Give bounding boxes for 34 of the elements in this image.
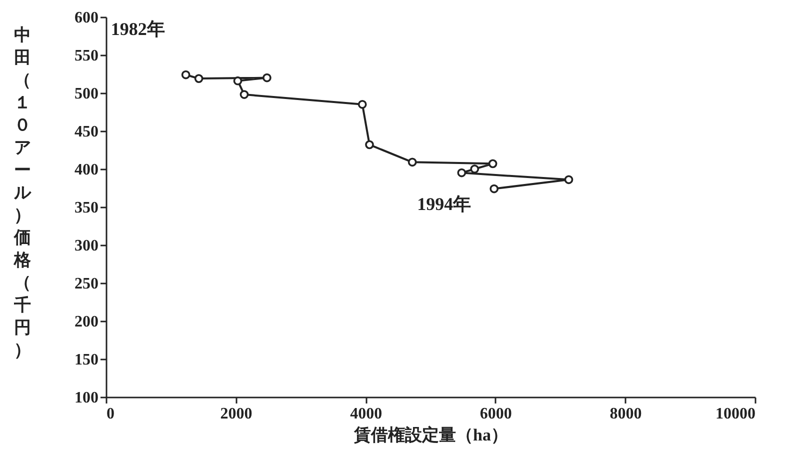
- point: [181, 70, 190, 80]
- point: [233, 76, 242, 86]
- annotation: 1994年: [417, 194, 472, 214]
- y-tick-label: 350: [74, 200, 98, 216]
- y-tick-label: 250: [74, 276, 98, 292]
- point: [358, 100, 367, 109]
- point: [240, 90, 249, 99]
- point: [365, 140, 374, 150]
- point: [490, 184, 499, 194]
- x-tick-label: 6000: [480, 406, 512, 422]
- y-tick-label: 500: [74, 86, 98, 102]
- y-tick-label: 550: [74, 48, 98, 64]
- point: [457, 168, 466, 178]
- x-tick-label: 10000: [716, 406, 756, 422]
- point: [408, 158, 417, 167]
- x-tick-label: 2000: [220, 406, 252, 422]
- point: [194, 74, 204, 83]
- point: [262, 73, 272, 82]
- y-tick-label: 200: [74, 314, 98, 330]
- point: [488, 159, 498, 168]
- x-tick-label: 4000: [350, 406, 382, 422]
- x-tick-label: 0: [106, 406, 114, 422]
- x-axis-title: 賃借権設定量（ha）: [353, 426, 508, 444]
- text: 中田（１０アール）価格（千円）: [14, 26, 31, 360]
- y-tick-label: 300: [74, 238, 98, 254]
- point: [470, 164, 480, 174]
- y-tick-label: 150: [74, 352, 98, 368]
- y-tick-label: 100: [74, 390, 98, 406]
- y-tick-label: 600: [74, 10, 98, 26]
- y-tick-label: 450: [74, 124, 98, 140]
- x-tick-label: 8000: [610, 406, 642, 422]
- point: [564, 175, 574, 184]
- annotation: 1982年: [110, 18, 165, 39]
- y-tick-label: 400: [74, 162, 98, 178]
